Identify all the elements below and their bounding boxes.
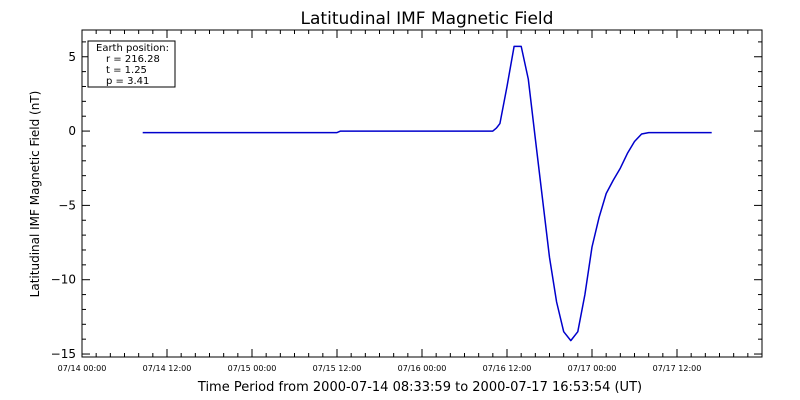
y-tick-label: 5	[68, 50, 76, 64]
x-tick-label: 07/17 12:00	[653, 364, 702, 373]
plot-frame	[81, 29, 763, 358]
x-tick-label: 07/16 12:00	[483, 364, 532, 373]
x-tick-label: 07/17 00:00	[568, 364, 617, 373]
series-layer	[142, 45, 712, 342]
earth-position-legend: Earth position: r = 216.28 t = 1.25 p = …	[87, 40, 176, 88]
x-tick-label: 07/14 00:00	[58, 364, 107, 373]
legend-p-value: p = 3.41	[106, 76, 149, 87]
x-axis-label: Time Period from 2000-07-14 08:33:59 to …	[197, 380, 642, 395]
x-tick-label: 07/15 00:00	[228, 364, 277, 373]
y-axis: 5 0 −5 −10 −15	[51, 41, 762, 361]
y-tick-label: −15	[51, 347, 76, 361]
series-line	[142, 45, 712, 342]
x-tick-label: 07/16 00:00	[398, 364, 447, 373]
x-tick-label: 07/15 12:00	[313, 364, 362, 373]
y-tick-label: −5	[58, 198, 76, 212]
legend-t-value: t = 1.25	[106, 65, 147, 76]
x-tick-label: 07/14 12:00	[143, 364, 192, 373]
y-axis-label: Latitudinal IMF Magnetic Field (nT)	[28, 91, 42, 298]
x-axis: 07/14 00:00 07/14 12:00 07/15 00:00 07/15 1…	[58, 30, 763, 373]
chart-title: Latitudinal IMF Magnetic Field	[301, 9, 554, 29]
y-tick-label: −10	[51, 273, 76, 287]
legend-r-value: r = 216.28	[106, 54, 160, 65]
y-tick-label: 0	[68, 124, 76, 138]
legend-heading: Earth position:	[96, 43, 169, 54]
